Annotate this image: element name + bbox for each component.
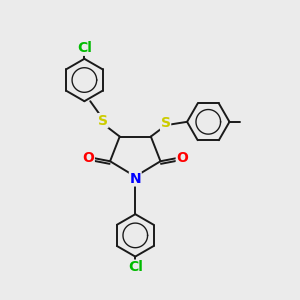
Text: N: N (130, 172, 141, 186)
Text: S: S (98, 114, 108, 128)
Text: O: O (82, 151, 94, 165)
Text: S: S (160, 116, 171, 130)
Text: O: O (176, 151, 188, 165)
Text: Cl: Cl (77, 41, 92, 55)
Text: Cl: Cl (128, 260, 143, 274)
